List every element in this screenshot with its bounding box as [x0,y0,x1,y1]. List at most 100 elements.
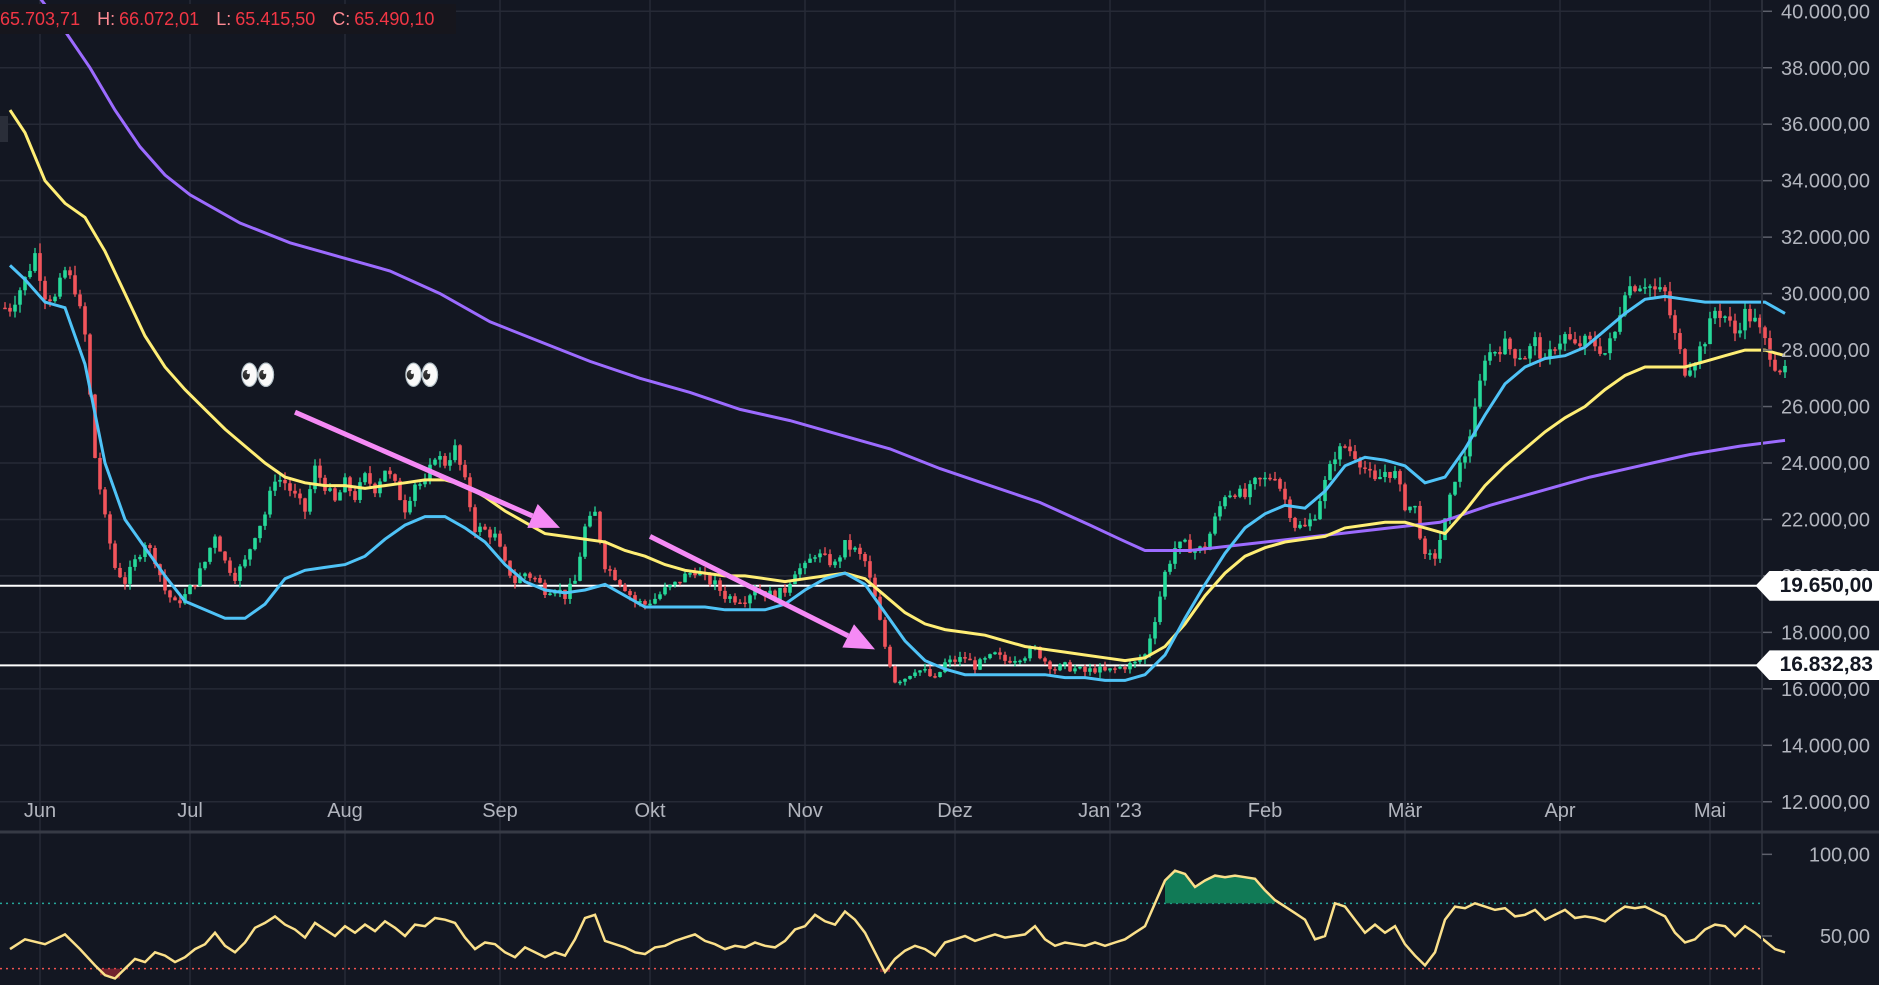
candle-body [1753,317,1757,322]
candle-body [678,581,682,584]
candle-body [408,500,412,513]
candle-body [218,536,222,552]
candle-body [393,474,397,481]
candle-body [1108,668,1112,671]
x-tick-label: Jun [24,800,56,822]
candle-body [588,515,592,527]
candle-body [173,597,177,601]
candle-body [333,488,337,501]
candle-body [1308,519,1312,527]
candle-body [303,498,307,512]
candle-body [1043,658,1047,662]
candle-body [1608,338,1612,354]
candle-body [1663,287,1667,292]
candle-body [1768,338,1772,360]
candle-body [1313,519,1317,521]
candle-body [1348,446,1352,452]
candle-body [1458,462,1462,482]
candle-body [598,511,602,542]
level-tag-upper[interactable]: 19.650,00 [1755,570,1879,601]
candle-body [63,270,67,278]
candle-body [188,585,192,595]
candle-body [1248,484,1252,498]
candle-body [1383,471,1387,477]
rsi-oversold-fill [110,968,120,979]
candle-body [48,299,52,302]
candle-body [818,553,822,558]
candle-body [833,561,837,566]
candle-body [933,676,937,678]
candle-body [663,587,667,595]
candle-body [798,568,802,575]
candle-body [973,660,977,670]
candle-body [1223,497,1227,507]
candle-body [1218,506,1222,517]
ma-fast-line [8,264,1786,682]
candle-body [1193,550,1197,553]
candle-body [1518,357,1522,360]
candle-body [228,560,232,573]
candle-body [1213,516,1217,534]
candle-body [548,593,552,596]
candle-body [603,541,607,570]
candle-body [1738,330,1742,334]
eyes-emoji: 👀 [239,359,276,392]
candle-body [843,540,847,558]
candle-body [38,253,42,281]
candle-body [1103,666,1107,671]
candle-body [1578,343,1582,347]
candle-body [883,619,887,647]
candle-body [1593,339,1597,347]
x-tick-label: Jan '23 [1078,800,1142,822]
candle-body [1078,666,1082,669]
candle-body [768,590,772,597]
candle-body [1253,477,1257,485]
candle-body [298,493,302,499]
candle-body [1688,370,1692,376]
candle-body [1013,660,1017,663]
candle-body [1673,315,1677,334]
candle-body [623,585,627,592]
x-tick-label: Nov [787,800,823,822]
candle-body [748,595,752,604]
candle-body [268,490,272,515]
y-tick-label: 30.000,00 [1781,284,1870,306]
candle-body [683,573,687,583]
candle-body [28,270,32,278]
candle-body [1173,548,1177,564]
candle-body [453,445,457,461]
candle-body [1568,334,1572,340]
candle-body [1478,380,1482,407]
candle-body [1463,456,1467,463]
candle-body [1468,436,1472,457]
level-tag-lower[interactable]: 16.832,83 [1755,650,1879,681]
candle-body [1503,338,1507,355]
candle-body [948,659,952,663]
candle-body [693,573,697,576]
candle-body [1063,662,1067,665]
horizontal-levels [0,584,1762,667]
candle-body [1278,479,1282,489]
candle-body [103,489,107,515]
candle-body [1388,471,1392,478]
candle-body [1163,571,1167,597]
candle-body [733,596,737,603]
candle-body [1603,353,1607,355]
candle-body [133,559,137,567]
candle-body [318,465,322,478]
candle-body [1693,364,1697,371]
candle-body [618,580,622,586]
y-tick-label: 32.000,00 [1781,227,1870,249]
candle-body [1703,344,1707,347]
candle-body [108,514,112,544]
candle-body [1293,517,1297,528]
candle-body [398,480,402,501]
candle-body [1093,668,1097,673]
rsi-oversold-fill [100,968,110,976]
candle-body [888,646,892,667]
y-tick-label: 40.000,00 [1781,1,1870,23]
candle-body [828,554,832,566]
candle-body [1023,658,1027,661]
candle-body [1343,446,1347,448]
